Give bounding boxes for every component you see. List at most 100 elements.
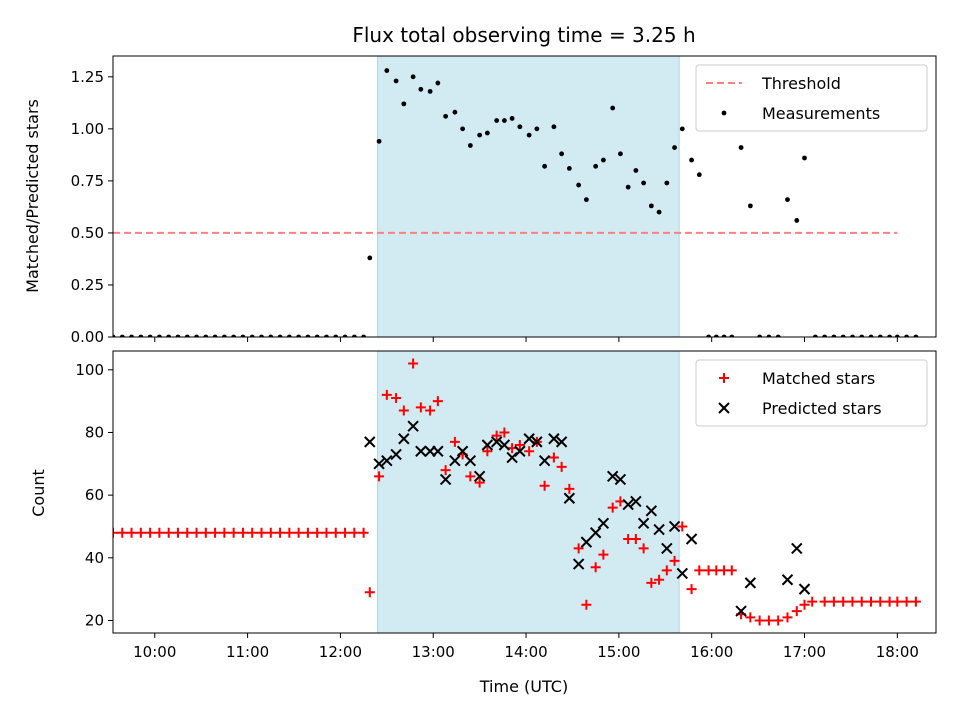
- measurement-point: [376, 138, 382, 144]
- measurement-point: [633, 168, 639, 173]
- measurement-point: [877, 334, 883, 337]
- measurement-point: [689, 157, 694, 163]
- matched-star-point: [381, 389, 392, 400]
- y-tick-label: 0.00: [71, 328, 104, 346]
- predicted-star-point: [685, 533, 698, 545]
- measurement-point: [175, 334, 181, 337]
- predicted-star-point: [661, 542, 673, 555]
- matched-star-point: [573, 543, 584, 554]
- x-tick-label: 16:00: [690, 643, 733, 661]
- measurement-point: [696, 172, 702, 178]
- matched-star-point: [491, 430, 502, 441]
- x-tick-label: 13:00: [412, 643, 455, 661]
- measurement-point: [542, 163, 548, 169]
- legend-measurement-swatch: [721, 110, 727, 116]
- legend-box: [695, 64, 928, 132]
- measurement-point: [576, 182, 582, 188]
- measurement-point: [526, 132, 532, 138]
- matched-star-point: [374, 471, 385, 482]
- matched-star-point: [726, 565, 737, 576]
- measurement-point: [259, 334, 264, 337]
- y-tick-label: 20: [85, 611, 104, 629]
- x-tick-label: 11:00: [226, 643, 269, 661]
- measurement-point: [305, 334, 311, 337]
- y-tick-label: 0.75: [71, 172, 104, 190]
- predicted-star-point: [572, 558, 585, 570]
- matched-star-point: [847, 596, 858, 607]
- matched-star-point: [358, 527, 369, 538]
- plot-area: [113, 358, 921, 626]
- predicted-star-point: [668, 520, 681, 533]
- matched-star-point: [312, 527, 323, 538]
- predicted-star-point: [606, 470, 619, 483]
- predicted-star-point: [481, 439, 494, 451]
- measurement-point: [231, 334, 237, 337]
- matched-star-point: [210, 527, 221, 538]
- matched-star-point: [686, 584, 697, 595]
- legend-label: Predicted stars: [762, 399, 882, 418]
- predicted-star-point: [364, 436, 376, 448]
- matched-star-point: [275, 527, 286, 538]
- predicted-star-point: [798, 583, 811, 595]
- observing-window-band: [377, 350, 680, 634]
- measurement-point: [147, 334, 153, 337]
- matched-star-point: [638, 543, 649, 554]
- predicted-star-point: [653, 523, 665, 536]
- matched-star-point: [349, 527, 360, 538]
- matched-star-point: [539, 480, 550, 491]
- figure-title: Flux total observing time = 3.25 h: [352, 23, 695, 47]
- x-tick-label: 17:00: [783, 643, 826, 661]
- matched-star-point: [514, 440, 525, 450]
- measurement-point: [618, 151, 623, 157]
- legend-matched-swatch: [719, 373, 729, 383]
- matched-star-point: [135, 527, 146, 538]
- legend-predicted-swatch: [718, 402, 730, 414]
- measurement-point: [664, 180, 670, 186]
- matched-star-point: [432, 396, 443, 407]
- matched-star-point: [293, 527, 304, 538]
- matched-star-point: [364, 587, 375, 598]
- measurement-point: [794, 218, 800, 223]
- measurement-point: [894, 334, 900, 337]
- predicted-star-point: [781, 574, 794, 586]
- legend-box: [695, 359, 928, 427]
- matched-star-point: [302, 527, 313, 538]
- measurement-point: [333, 334, 339, 337]
- measurement-point: [625, 184, 631, 190]
- measurement-point: [393, 78, 399, 84]
- measurement-point: [887, 334, 892, 337]
- matched-star-point: [440, 465, 451, 476]
- measurement-point: [184, 334, 190, 337]
- matched-star-point: [247, 527, 258, 538]
- measurement-point: [775, 334, 781, 337]
- measurement-point: [721, 334, 727, 337]
- measurement-point: [119, 334, 125, 337]
- measurement-point: [277, 334, 283, 337]
- predicted-star-point: [580, 536, 593, 548]
- y-tick-label: 0.25: [71, 276, 104, 294]
- measurement-point: [494, 118, 500, 123]
- matched-star-point: [425, 405, 436, 416]
- matched-star-point: [754, 615, 765, 626]
- matched-star-point: [524, 446, 535, 457]
- matched-star-point: [408, 358, 419, 369]
- predicted-star-point: [381, 454, 393, 467]
- matched-star-point: [838, 596, 849, 607]
- measurement-point: [418, 86, 424, 92]
- matched-star-point: [200, 527, 211, 538]
- predicted-star-point: [490, 436, 503, 448]
- measurement-point: [904, 334, 910, 337]
- matched-star-point: [237, 527, 248, 538]
- measurement-point: [785, 197, 790, 203]
- matched-star-point: [499, 427, 510, 438]
- measurement-point: [610, 105, 616, 111]
- x-tick-label: 12:00: [319, 643, 362, 661]
- predicted-star-point: [498, 439, 511, 451]
- measurement-point: [351, 334, 357, 337]
- y-tick-label: 40: [85, 549, 104, 567]
- predicted-star-point: [407, 420, 419, 432]
- matched-star-point: [449, 436, 460, 447]
- predicted-star-point: [645, 505, 658, 517]
- matched-star-point: [265, 527, 276, 538]
- matched-star-point: [677, 521, 688, 532]
